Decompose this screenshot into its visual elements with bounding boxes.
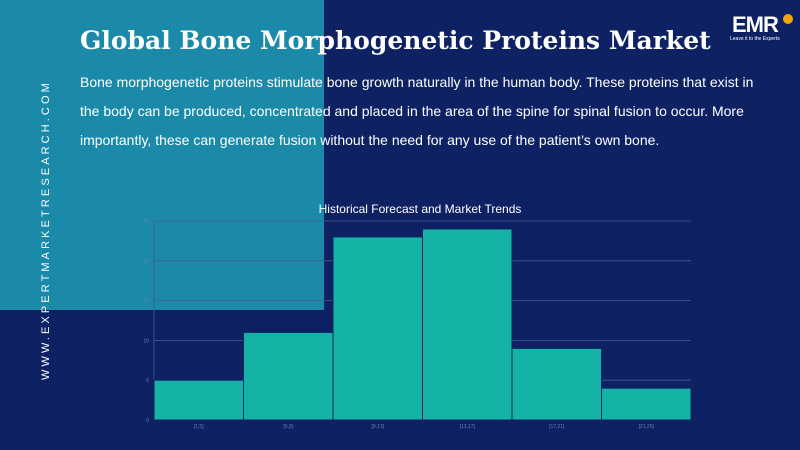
chart-title: Historical Forecast and Market Trends [318, 202, 522, 216]
x-tick-label: [17,21] [549, 424, 565, 430]
bar [153, 379, 244, 421]
bar [511, 347, 602, 421]
logo-tagline: Leave it to the Experts [730, 36, 780, 42]
accent-panel [0, 0, 324, 310]
x-tick-label: [5,9] [283, 424, 293, 430]
logo-dot-icon [783, 14, 793, 24]
bar [601, 387, 692, 421]
emr-logo: EMR Leave it to the Experts [728, 12, 793, 48]
page-title: Global Bone Morphogenetic Proteins Marke… [80, 26, 711, 55]
logo-text: EMR [732, 12, 779, 37]
y-tick-label: 25 [143, 219, 149, 225]
x-tick-label: [13,17] [460, 424, 476, 430]
bar [422, 228, 513, 421]
x-tick-label: [21,25] [639, 424, 655, 430]
y-tick-label: 5 [146, 378, 149, 384]
x-tick-label: [9,13] [371, 424, 384, 430]
y-tick-label: 15 [143, 299, 149, 305]
y-tick-label: 20 [143, 259, 149, 265]
bar [243, 331, 334, 421]
bar [332, 236, 423, 421]
y-tick-label: 10 [143, 338, 149, 344]
y-tick-label: 0 [146, 418, 149, 424]
x-tick-label: [1,5] [194, 424, 204, 430]
description-text: Bone morphogenetic proteins stimulate bo… [80, 74, 754, 148]
